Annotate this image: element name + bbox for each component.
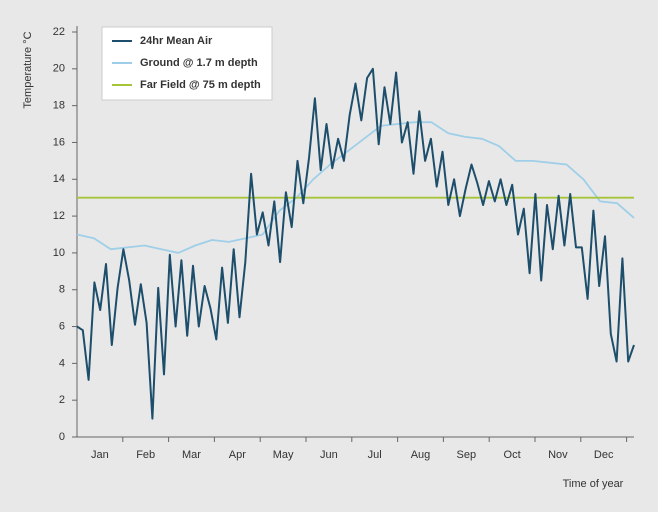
series-line bbox=[76, 121, 635, 254]
y-tick-label: 0 bbox=[59, 431, 65, 443]
series-line bbox=[76, 67, 635, 420]
y-tick-label: 8 bbox=[59, 284, 65, 296]
y-tick-label: 10 bbox=[53, 247, 65, 259]
x-tick-label: Mar bbox=[182, 449, 201, 461]
y-tick-label: 12 bbox=[53, 210, 65, 222]
y-tick-label: 20 bbox=[53, 63, 65, 75]
y-axis-label: Temperature °C bbox=[22, 31, 34, 108]
y-tick-label: 18 bbox=[53, 100, 65, 112]
x-tick-label: Feb bbox=[136, 449, 155, 461]
x-tick-label: May bbox=[273, 449, 294, 461]
x-tick-label: Jul bbox=[368, 449, 382, 461]
y-tick-label: 2 bbox=[59, 394, 65, 406]
y-tick-label: 16 bbox=[53, 136, 65, 148]
y-tick-label: 4 bbox=[59, 357, 65, 369]
x-tick-label: Aug bbox=[411, 449, 431, 461]
x-tick-label: Jun bbox=[320, 449, 338, 461]
y-tick-label: 14 bbox=[53, 173, 65, 185]
x-tick-label: Jan bbox=[91, 449, 109, 461]
x-tick-label: Nov bbox=[548, 449, 568, 461]
x-tick-label: Dec bbox=[594, 449, 614, 461]
legend-label: Far Field @ 75 m depth bbox=[140, 79, 261, 91]
legend-label: Ground @ 1.7 m depth bbox=[140, 57, 258, 69]
x-tick-label: Oct bbox=[504, 449, 521, 461]
x-tick-label: Sep bbox=[457, 449, 477, 461]
x-tick-label: Apr bbox=[229, 449, 246, 461]
x-axis-label: Time of year bbox=[563, 478, 624, 490]
legend-label: 24hr Mean Air bbox=[140, 35, 213, 47]
y-tick-label: 6 bbox=[59, 320, 65, 332]
y-tick-label: 22 bbox=[53, 26, 65, 38]
